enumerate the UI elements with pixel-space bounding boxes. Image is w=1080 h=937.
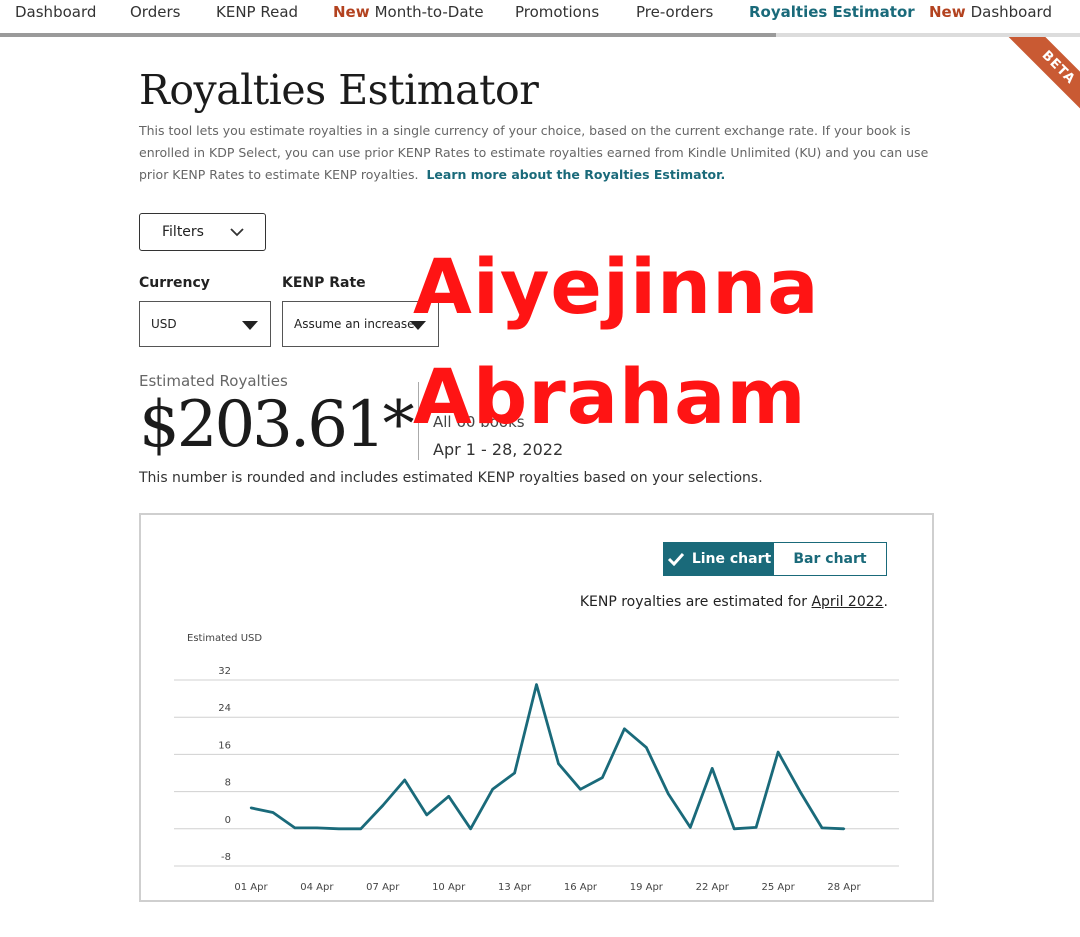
date-range: Apr 1 - 28, 2022 xyxy=(433,440,564,459)
kenp-rate-value: Assume an increase xyxy=(294,317,415,331)
rounding-note: This number is rounded and includes esti… xyxy=(139,470,763,486)
caret-down-icon xyxy=(242,321,258,330)
top-navigation: Dashboard Orders KENP Read New Month-to-D… xyxy=(0,0,1080,37)
nav-royalties-estimator[interactable]: Royalties Estimator xyxy=(749,3,915,21)
beta-label: BETA xyxy=(999,37,1080,123)
nav-scroll-thumb[interactable] xyxy=(0,33,776,37)
learn-more-link[interactable]: Learn more about the Royalties Estimator… xyxy=(426,167,726,182)
chart-type-toggle: Line chart Bar chart xyxy=(663,542,887,576)
nav-dashboard[interactable]: Dashboard xyxy=(15,3,97,21)
line-chart-label: Line chart xyxy=(691,551,772,567)
estimated-royalties-value: $203.61* xyxy=(139,388,415,462)
kenp-note-suffix: . xyxy=(883,594,888,610)
bar-chart-button[interactable]: Bar chart xyxy=(774,543,886,575)
kenp-rate-label: KENP Rate xyxy=(282,275,366,291)
caret-down-icon xyxy=(410,321,426,330)
currency-value: USD xyxy=(151,317,177,331)
nav-kenp-read[interactable]: KENP Read xyxy=(216,3,299,21)
currency-select[interactable]: USD xyxy=(139,301,271,347)
watermark-text: Aiyejinna Abraham xyxy=(413,232,853,452)
beta-ribbon: BETA xyxy=(994,37,1080,123)
currency-label: Currency xyxy=(139,275,210,291)
nav-month-to-date[interactable]: New Month-to-Date xyxy=(333,3,484,21)
new-badge: New xyxy=(333,3,370,21)
intro-text: This tool lets you estimate royalties in… xyxy=(139,120,939,186)
watermark-line-2: Abraham xyxy=(413,352,807,441)
line-chart-button[interactable]: Line chart xyxy=(664,543,774,575)
page-title: Royalties Estimator xyxy=(139,66,539,114)
filters-label: Filters xyxy=(162,224,204,240)
books-count: All 60 books xyxy=(433,413,525,431)
chevron-down-icon xyxy=(230,228,244,237)
kenp-note-month[interactable]: April 2022 xyxy=(811,594,884,610)
nav-pre-orders[interactable]: Pre-orders xyxy=(636,3,714,21)
bar-chart-label: Bar chart xyxy=(793,551,867,567)
estimated-royalties-label: Estimated Royalties xyxy=(139,372,288,390)
checkmark-icon xyxy=(667,552,684,566)
filters-button[interactable]: Filters xyxy=(139,213,266,251)
kenp-rate-select[interactable]: Assume an increase xyxy=(282,301,439,347)
new-badge: New xyxy=(929,3,966,21)
divider xyxy=(418,382,419,460)
nav-promotions[interactable]: Promotions xyxy=(515,3,600,21)
nav-orders[interactable]: Orders xyxy=(130,3,181,21)
watermark-line-1: Aiyejinna xyxy=(413,242,820,331)
nav-new-dashboard[interactable]: New Dashboard xyxy=(929,3,1052,21)
intro-body: This tool lets you estimate royalties in… xyxy=(139,123,929,182)
kenp-estimate-note: KENP royalties are estimated for April 2… xyxy=(580,594,888,610)
kenp-note-prefix: KENP royalties are estimated for xyxy=(579,594,812,610)
